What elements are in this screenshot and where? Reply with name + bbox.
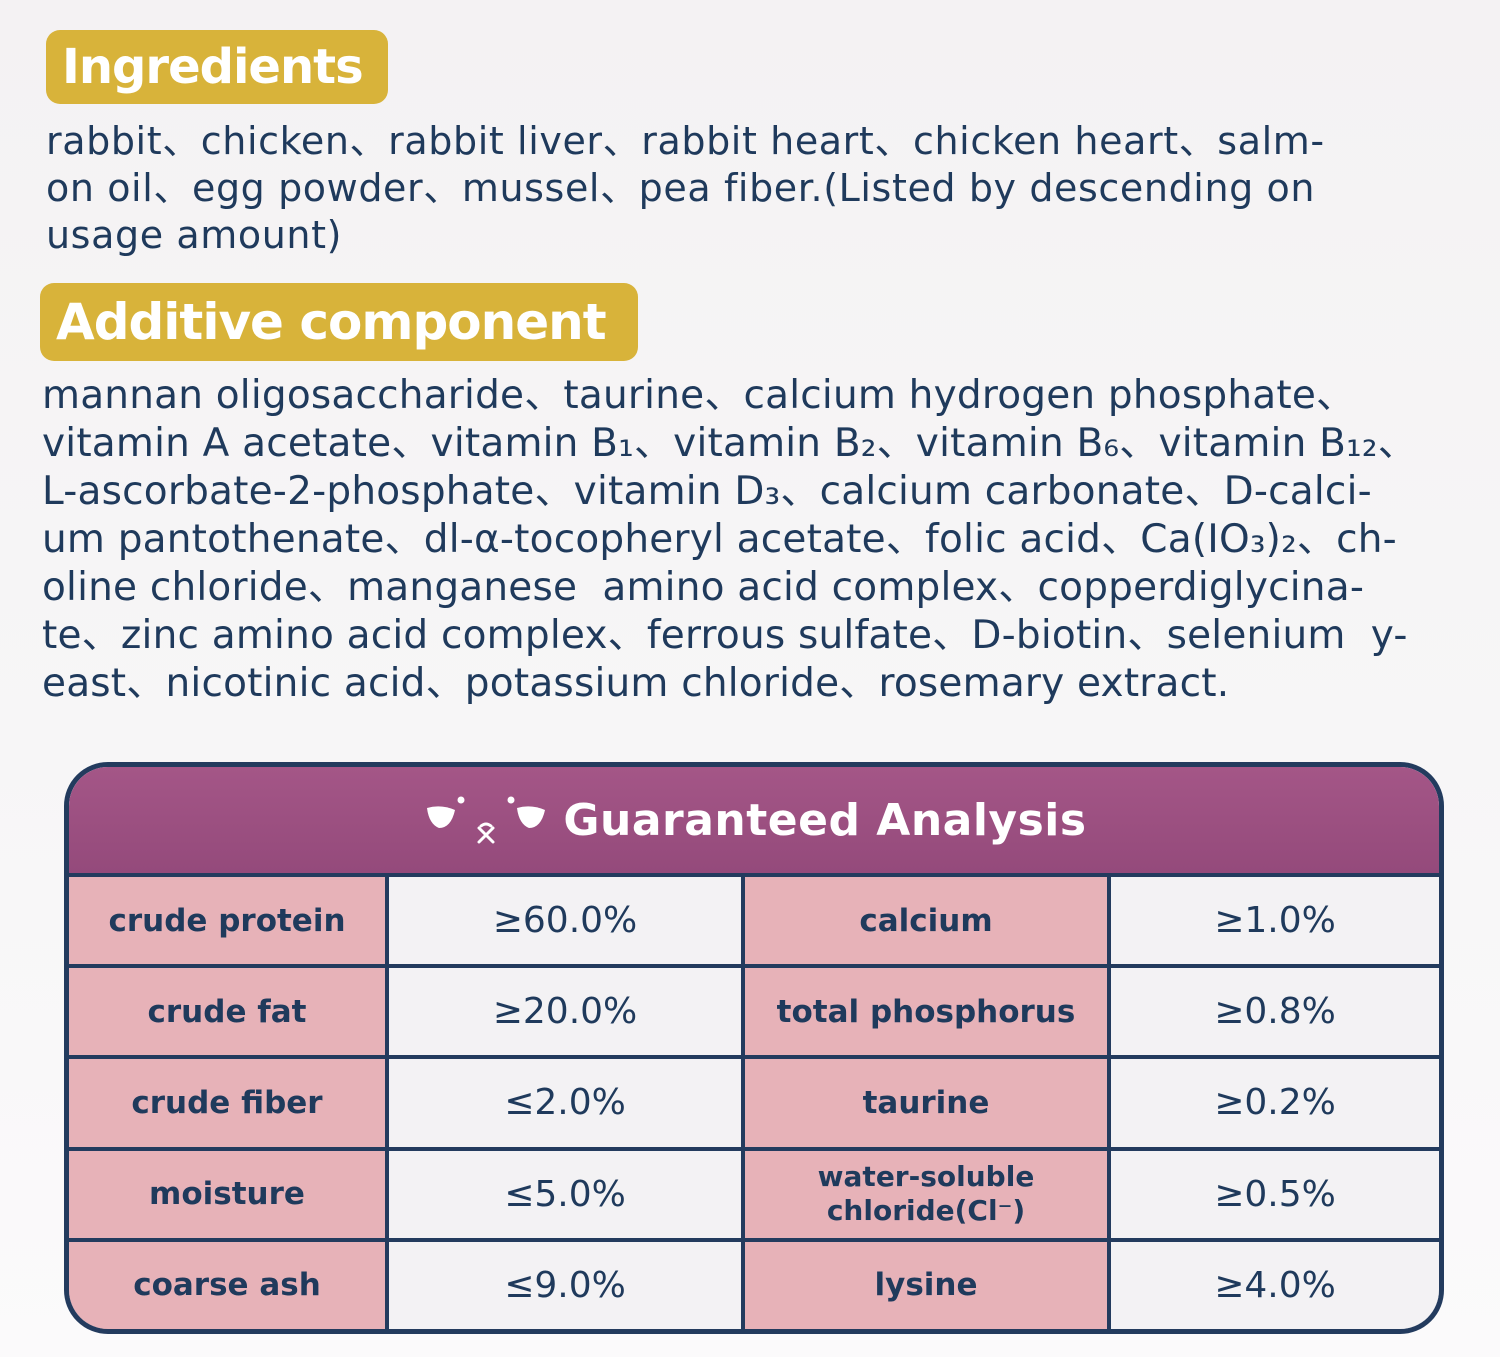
additive-line: oline chloride、manganese amino acid comp…: [42, 565, 1365, 610]
additive-line: east、nicotinic acid、potassium chloride、r…: [42, 661, 1230, 706]
additive-line: um pantothenate、dl-α-tocopheryl acetate、…: [42, 517, 1397, 562]
right-value-cell: ≥0.8%: [1111, 968, 1439, 1056]
additive-heading: Additive component: [40, 283, 638, 361]
analysis-header: Guaranteed Analysis: [69, 767, 1439, 873]
left-value-cell: ≤9.0%: [389, 1241, 741, 1329]
ingredients-text: rabbit、chicken、rabbit liver、rabbit heart…: [46, 118, 1466, 259]
ingredients-heading: Ingredients: [46, 30, 388, 104]
right-label-cell: water-soluble chloride(Cl⁻): [745, 1150, 1107, 1238]
ingredients-line: usage amount): [46, 213, 342, 257]
left-label-cell: crude fiber: [69, 1059, 385, 1147]
right-label-cell: lysine: [745, 1241, 1107, 1329]
analysis-title: Guaranteed Analysis: [563, 794, 1087, 846]
analysis-grid: crude protein ≥60.0% calcium ≥1.0% crude…: [69, 873, 1439, 1329]
additive-text: mannan oligosaccharide、taurine、calcium h…: [42, 372, 1482, 708]
left-label-cell: crude protein: [69, 877, 385, 965]
additive-line: te、zinc amino acid complex、ferrous sulfa…: [42, 613, 1408, 658]
right-value-cell: ≥4.0%: [1111, 1241, 1439, 1329]
right-value-cell: ≥0.2%: [1111, 1059, 1439, 1147]
right-value-cell: ≥1.0%: [1111, 877, 1439, 965]
additive-line: mannan oligosaccharide、taurine、calcium h…: [42, 373, 1356, 418]
right-label-cell: calcium: [745, 877, 1107, 965]
right-label-cell: taurine: [745, 1059, 1107, 1147]
additive-line: L-ascorbate-2-phosphate、vitamin D₃、calci…: [42, 469, 1372, 514]
left-value-cell: ≤2.0%: [389, 1059, 741, 1147]
cat-face-icon: [427, 796, 546, 844]
ingredients-line: rabbit、chicken、rabbit liver、rabbit heart…: [46, 119, 1325, 163]
ingredients-line: on oil、egg powder、mussel、pea fiber.(List…: [46, 166, 1316, 210]
left-value-cell: ≤5.0%: [389, 1150, 741, 1238]
right-label-cell: total phosphorus: [745, 968, 1107, 1056]
left-label-cell: coarse ash: [69, 1241, 385, 1329]
additive-line: vitamin A acetate、vitamin B₁、vitamin B₂、…: [42, 421, 1417, 466]
left-label-cell: moisture: [69, 1150, 385, 1238]
right-value-cell: ≥0.5%: [1111, 1150, 1439, 1238]
left-value-cell: ≥20.0%: [389, 968, 741, 1056]
guaranteed-analysis-table: Guaranteed Analysis crude protein ≥60.0%…: [64, 762, 1444, 1334]
left-value-cell: ≥60.0%: [389, 877, 741, 965]
left-label-cell: crude fat: [69, 968, 385, 1056]
